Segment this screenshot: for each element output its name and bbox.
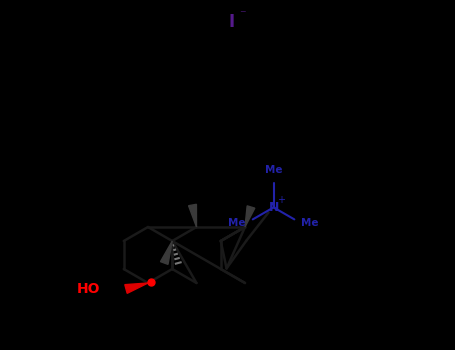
Text: I: I <box>229 13 235 31</box>
Text: Me: Me <box>301 218 319 229</box>
Polygon shape <box>161 241 172 264</box>
Polygon shape <box>125 283 148 293</box>
Text: HO: HO <box>76 282 100 296</box>
Text: Me: Me <box>265 166 282 175</box>
Polygon shape <box>245 206 255 227</box>
Text: N: N <box>268 201 279 214</box>
Text: Me: Me <box>228 218 246 229</box>
Text: +: + <box>277 195 284 205</box>
Text: ⁻: ⁻ <box>239 8 245 21</box>
Polygon shape <box>188 204 197 227</box>
